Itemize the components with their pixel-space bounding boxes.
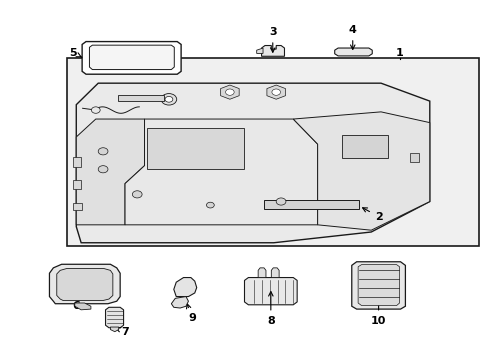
Polygon shape bbox=[256, 48, 263, 53]
Circle shape bbox=[98, 166, 108, 173]
Circle shape bbox=[225, 89, 234, 95]
Circle shape bbox=[132, 191, 142, 198]
Bar bbox=[66, 58, 478, 246]
Polygon shape bbox=[258, 268, 265, 278]
Text: 8: 8 bbox=[266, 292, 274, 325]
Text: 2: 2 bbox=[362, 208, 382, 221]
Bar bbox=[73, 180, 81, 189]
Bar bbox=[409, 153, 418, 162]
Polygon shape bbox=[76, 83, 429, 243]
Text: 9: 9 bbox=[186, 304, 195, 323]
Polygon shape bbox=[244, 278, 297, 305]
Circle shape bbox=[91, 107, 100, 113]
Polygon shape bbox=[261, 45, 284, 56]
Polygon shape bbox=[220, 85, 239, 99]
Polygon shape bbox=[82, 41, 181, 74]
Text: 1: 1 bbox=[395, 48, 403, 58]
Polygon shape bbox=[271, 268, 279, 278]
Polygon shape bbox=[293, 112, 429, 230]
Polygon shape bbox=[147, 128, 244, 169]
Bar bbox=[118, 95, 163, 101]
Polygon shape bbox=[357, 265, 399, 306]
Polygon shape bbox=[75, 303, 91, 310]
Polygon shape bbox=[76, 119, 144, 225]
Polygon shape bbox=[125, 119, 317, 225]
Circle shape bbox=[206, 202, 214, 208]
Text: 10: 10 bbox=[370, 295, 386, 325]
Circle shape bbox=[164, 96, 172, 102]
Circle shape bbox=[98, 148, 108, 155]
Text: 6: 6 bbox=[72, 295, 80, 311]
Circle shape bbox=[271, 89, 280, 95]
Circle shape bbox=[276, 198, 285, 205]
Text: 5: 5 bbox=[69, 48, 82, 58]
Text: 7: 7 bbox=[116, 327, 129, 337]
Polygon shape bbox=[49, 264, 120, 304]
Polygon shape bbox=[171, 297, 188, 308]
Bar bbox=[73, 157, 81, 167]
Text: 3: 3 bbox=[268, 27, 276, 52]
Polygon shape bbox=[173, 278, 196, 297]
Bar bbox=[264, 201, 358, 210]
Text: 4: 4 bbox=[348, 25, 356, 49]
Polygon shape bbox=[105, 307, 123, 328]
Polygon shape bbox=[266, 85, 285, 99]
Polygon shape bbox=[89, 45, 174, 69]
Bar bbox=[73, 203, 81, 211]
Bar bbox=[341, 135, 387, 158]
Polygon shape bbox=[57, 269, 113, 301]
Polygon shape bbox=[110, 327, 119, 332]
Polygon shape bbox=[351, 262, 405, 309]
Polygon shape bbox=[334, 48, 371, 56]
Circle shape bbox=[161, 94, 176, 105]
